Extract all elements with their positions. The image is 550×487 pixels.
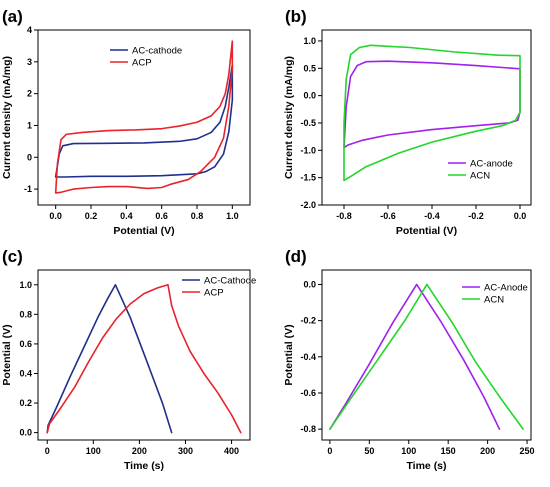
series-line-ac-anode xyxy=(329,283,501,430)
y-tick-label: 1.0 xyxy=(19,280,32,290)
y-tick-label: -2.0 xyxy=(300,200,316,210)
y-tick-label: 0.8 xyxy=(19,309,32,319)
x-tick-label: 300 xyxy=(178,446,193,456)
x-tick-label: 0.6 xyxy=(155,211,168,221)
panel-label: (c) xyxy=(2,247,23,266)
y-tick-label: -0.5 xyxy=(300,118,316,128)
y-tick-label: 3 xyxy=(27,57,32,67)
x-tick-label: 50 xyxy=(364,446,374,456)
x-tick-label: 400 xyxy=(224,446,239,456)
y-tick-label: -1 xyxy=(24,184,32,194)
x-tick-label: -0.8 xyxy=(336,211,352,221)
x-tick-label: 0.0 xyxy=(49,211,62,221)
y-tick-label: -0.4 xyxy=(300,352,316,362)
y-axis-title: Potential (V) xyxy=(283,324,295,385)
series-line-acn xyxy=(343,44,521,182)
x-tick-label: 200 xyxy=(132,446,147,456)
legend-label: ACP xyxy=(204,288,224,299)
x-tick-label: 0.8 xyxy=(191,211,204,221)
legend-label: AC-cathode xyxy=(132,46,182,57)
y-tick-label: 1.0 xyxy=(303,36,316,46)
y-tick-label: 0.5 xyxy=(303,63,316,73)
x-tick-label: 0.4 xyxy=(120,211,133,221)
x-tick-label: 100 xyxy=(401,446,416,456)
panel-label: (d) xyxy=(285,247,307,266)
plot-frame xyxy=(37,269,251,441)
y-tick-label: -1.5 xyxy=(300,173,316,183)
panel-label: (b) xyxy=(285,7,307,26)
series-line-ac-cathode xyxy=(54,64,234,178)
legend-label: AC-Anode xyxy=(484,283,528,294)
x-tick-label: 150 xyxy=(441,446,456,456)
x-tick-label: 1.0 xyxy=(226,211,239,221)
series-line-ac-anode xyxy=(343,60,521,149)
y-tick-label: 0.0 xyxy=(303,279,316,289)
y-axis-title: Current density (mA/mg) xyxy=(1,56,13,179)
series-line-acn xyxy=(329,283,524,430)
x-tick-label: 100 xyxy=(86,446,101,456)
y-tick-label: -0.8 xyxy=(300,424,316,434)
x-tick-label: -0.4 xyxy=(424,211,440,221)
y-tick-label: 1 xyxy=(27,120,32,130)
legend-label: AC-anode xyxy=(470,159,513,170)
y-tick-label: 0 xyxy=(27,152,32,162)
panel-d: (d) 0 50 100 150 200 250 -0.8 -0.6 -0.4 -0.2 0.0 Tim… xyxy=(283,247,535,472)
x-tick-label: -0.6 xyxy=(380,211,396,221)
legend-label: ACP xyxy=(132,58,152,69)
x-tick-label: 0.0 xyxy=(514,211,527,221)
plot-frame xyxy=(37,29,251,206)
series-line-acp xyxy=(46,283,242,434)
series-line-ac-cathode xyxy=(46,283,173,434)
y-tick-label: 0.4 xyxy=(19,368,32,378)
y-tick-label: -0.6 xyxy=(300,388,316,398)
x-axis-title: Potential (V) xyxy=(396,225,457,237)
x-tick-label: 0 xyxy=(45,446,50,456)
x-tick-label: 250 xyxy=(520,446,535,456)
legend-label: ACN xyxy=(484,295,504,306)
y-tick-label: 0.0 xyxy=(303,91,316,101)
panel-a: (a) 0.0 0.2 0.4 0.6 0.8 1.0 -1 0 1 2 3 4 Potential (V… xyxy=(1,7,251,237)
x-tick-label: -0.2 xyxy=(468,211,484,221)
x-tick-label: 0.2 xyxy=(85,211,98,221)
panel-b: (b) -0.8 -0.6 -0.4 -0.2 0.0 -2.0 -1.5 -1.0 -0.5 0.… xyxy=(283,7,532,237)
y-tick-label: 0.6 xyxy=(19,339,32,349)
y-axis-title: Potential (V) xyxy=(1,324,13,385)
x-axis-title: Potential (V) xyxy=(113,225,174,237)
panel-c: (c) 0 100 200 300 400 0.0 0.2 0.4 0.6 0.8 1.0 Time (… xyxy=(1,247,256,472)
y-tick-label: 4 xyxy=(27,25,32,35)
y-tick-label: -1.0 xyxy=(300,145,316,155)
x-axis-title: Time (s) xyxy=(124,460,164,472)
y-tick-label: 0.2 xyxy=(19,398,32,408)
panel-label: (a) xyxy=(2,7,23,26)
y-axis-title: Current density (mA/mg) xyxy=(283,56,295,179)
legend-label: AC-Cathode xyxy=(204,276,256,287)
x-tick-label: 0 xyxy=(327,446,332,456)
y-tick-label: 0.0 xyxy=(19,428,32,438)
y-tick-label: -0.2 xyxy=(300,316,316,326)
x-axis-title: Time (s) xyxy=(406,460,446,472)
plot-frame xyxy=(321,29,532,206)
y-tick-label: 2 xyxy=(27,89,32,99)
x-tick-label: 200 xyxy=(480,446,495,456)
legend-label: ACN xyxy=(470,171,490,182)
plot-frame xyxy=(321,269,532,441)
series-line-acp xyxy=(54,40,234,194)
